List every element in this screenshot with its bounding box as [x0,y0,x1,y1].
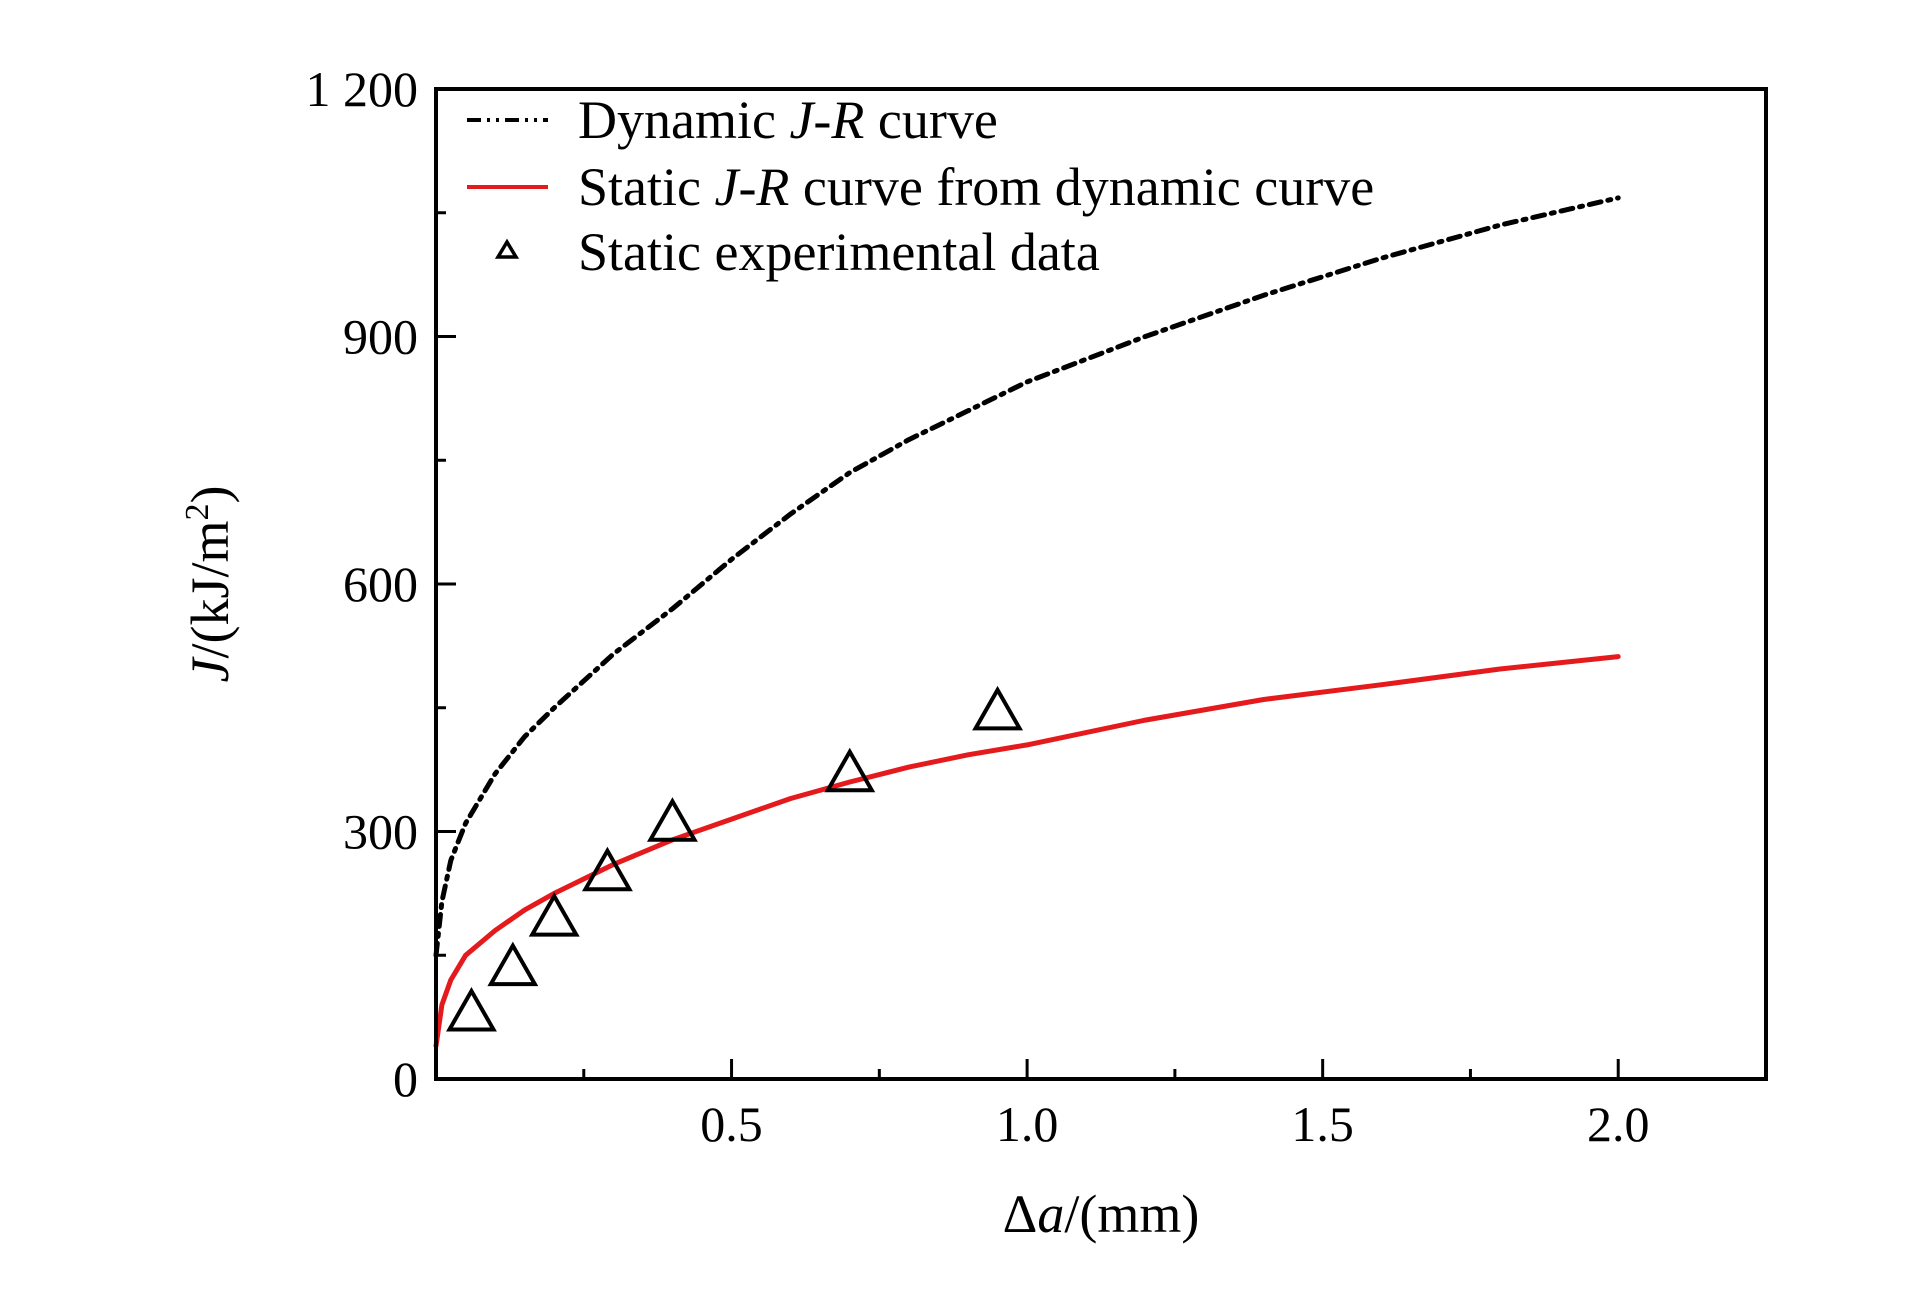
y-axis-ticks: 0 300 600 900 1 200 [306,61,456,1107]
experimental-data-point [581,846,633,892]
y-tick-label: 300 [343,804,418,860]
y-tick-label: 0 [393,1051,418,1107]
static-jr-curve-line [433,654,1621,1049]
legend: Dynamic J-R curve Static J-R curve from … [467,90,1374,282]
experimental-data-point [528,892,580,937]
legend-experimental-swatch [494,238,520,259]
x-tick-label: 1.5 [1291,1096,1354,1152]
x-tick-label: 0.5 [700,1096,763,1152]
x-tick-label: 1.0 [996,1096,1059,1152]
experimental-data-point [487,941,539,987]
legend-static-curve-label: Static J-R curve from dynamic curve [578,157,1374,217]
legend-dynamic-label: Dynamic J-R curve [578,90,998,150]
x-axis-ticks: 0.5 1.0 1.5 2.0 [582,1059,1768,1152]
experimental-data-point [824,747,876,793]
y-tick-label: 1 200 [306,61,419,117]
y-tick-label: 600 [343,556,418,612]
x-axis-title: Δa/(mm) [1003,1184,1200,1244]
y-axis-title: J/(kJ/m2) [179,486,240,683]
y-tick-label: 900 [343,309,418,365]
x-tick-label: 2.0 [1587,1096,1650,1152]
experimental-data-point [646,797,698,842]
experimental-data-point [446,986,497,1032]
dynamic-jr-curve-line [433,195,1621,958]
series-layer [433,195,1621,1049]
plot-area: 0.5 1.0 1.5 2.0 0 300 600 900 1 200 [306,61,1768,1152]
experimental-data-point [972,685,1024,731]
legend-experimental-label: Static experimental data [578,222,1100,282]
